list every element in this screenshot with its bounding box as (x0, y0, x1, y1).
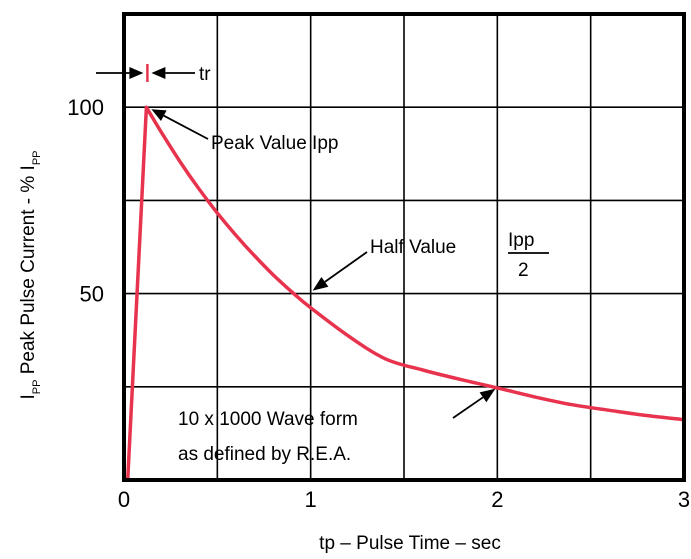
half-value-label: Half Value (370, 237, 456, 258)
waveform-annotation: 10 x 1000 Wave form as defined by R.E.A. (178, 388, 496, 465)
y-axis-label: IPP Peak Pulse Current - % IPP (18, 150, 43, 399)
x-tick-label: 3 (678, 487, 690, 512)
y-axis-label-main: Peak Pulse Current - % I (18, 165, 39, 379)
plot-frame (122, 12, 686, 482)
y-tick-label: 100 (67, 95, 104, 120)
arrow-head (151, 109, 167, 122)
arrow-head (129, 67, 144, 79)
waveform-label-line1: 10 x 1000 Wave form (178, 409, 358, 430)
series-layer (125, 105, 686, 482)
y-tick-label: 50 (80, 282, 104, 307)
arrow-head (151, 67, 166, 79)
x-tick-label: 1 (305, 487, 317, 512)
arrow-shaft (163, 114, 209, 140)
x-tick-label: 0 (118, 487, 130, 512)
half-value-fraction-numerator: Ipp (508, 230, 534, 251)
half-annotation: Half Value Ipp 2 (312, 230, 549, 291)
y-axis-label-prefix-sub: PP (31, 380, 43, 395)
arrow-shaft (324, 251, 368, 283)
peak-annotation: Peak Value Ipp (151, 109, 338, 154)
arrow-head (312, 277, 329, 291)
arrow-head (479, 388, 496, 403)
y-tick-labels: 50 100 (67, 95, 104, 306)
peak-value-label: Peak Value Ipp (211, 133, 338, 154)
waveform-label-line2: as defined by R.E.A. (178, 444, 351, 465)
y-axis-label-prefix: I (18, 394, 39, 399)
x-axis-label: tp – Pulse Time – sec (319, 533, 501, 554)
y-axis-label-suffix-sub: PP (31, 150, 43, 165)
x-tick-labels: 0 1 2 3 (118, 487, 690, 512)
arrow-shaft (452, 396, 484, 419)
half-value-fraction-denominator: 2 (518, 260, 529, 281)
grid-lines (124, 14, 684, 480)
tr-annotation: tr (96, 64, 211, 85)
series-line (125, 105, 686, 482)
annotations: tr Peak Value Ipp Half Value Ipp 2 10 x … (96, 64, 549, 465)
x-tick-label: 2 (491, 487, 503, 512)
tr-label: tr (199, 64, 211, 85)
